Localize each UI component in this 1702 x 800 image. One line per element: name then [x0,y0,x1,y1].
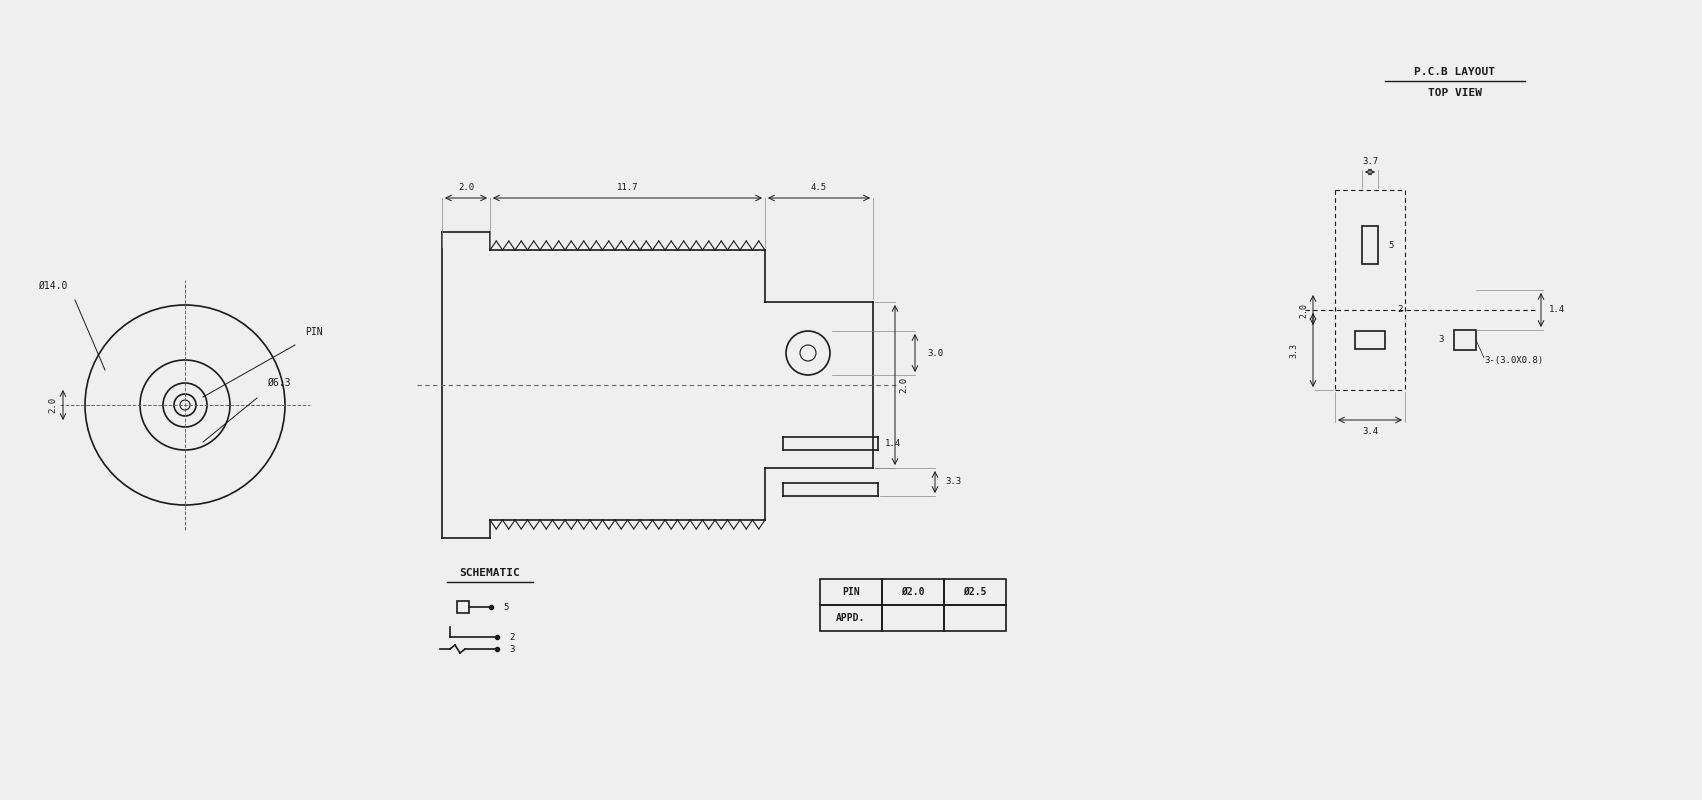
Bar [1362,226,1379,264]
Bar [945,579,1006,605]
Text: SCHEMATIC: SCHEMATIC [460,568,521,578]
Bar [820,579,882,605]
Text: 1.4: 1.4 [1549,306,1566,314]
Text: 4.5: 4.5 [810,182,827,191]
Text: Ø6.3: Ø6.3 [267,378,291,388]
Text: 5: 5 [504,602,509,611]
Text: 5: 5 [1389,241,1394,250]
Bar [882,605,945,631]
Bar [820,605,882,631]
Text: 2.0: 2.0 [48,397,56,413]
Text: 3: 3 [1438,335,1443,345]
Text: 2: 2 [1397,306,1402,314]
Text: 2.0: 2.0 [899,377,907,393]
Text: 2: 2 [509,633,514,642]
Text: TOP VIEW: TOP VIEW [1428,88,1482,98]
Text: 11.7: 11.7 [616,182,638,191]
Text: P.C.B LAYOUT: P.C.B LAYOUT [1414,67,1496,77]
Text: 3.4: 3.4 [1362,427,1379,437]
Text: 3: 3 [509,645,514,654]
Bar [945,605,1006,631]
Bar [1355,331,1385,349]
Text: Ø2.5: Ø2.5 [963,587,987,597]
Text: PIN: PIN [305,327,323,337]
Text: 2.0: 2.0 [1299,302,1309,318]
Text: 3.3: 3.3 [1288,342,1299,358]
Text: APPD.: APPD. [836,613,866,623]
Text: 3.7: 3.7 [1362,157,1379,166]
Bar [882,579,945,605]
Text: 3.3: 3.3 [945,478,962,486]
Text: 3.0: 3.0 [928,349,943,358]
Text: 1.4: 1.4 [885,439,900,448]
Text: Ø14.0: Ø14.0 [37,281,66,291]
Text: 2.0: 2.0 [458,182,475,191]
Bar [1454,330,1476,350]
Bar [458,601,470,613]
Text: 3-(3.0X0.8): 3-(3.0X0.8) [1484,355,1544,365]
Text: Ø2.0: Ø2.0 [902,587,924,597]
Text: PIN: PIN [842,587,860,597]
